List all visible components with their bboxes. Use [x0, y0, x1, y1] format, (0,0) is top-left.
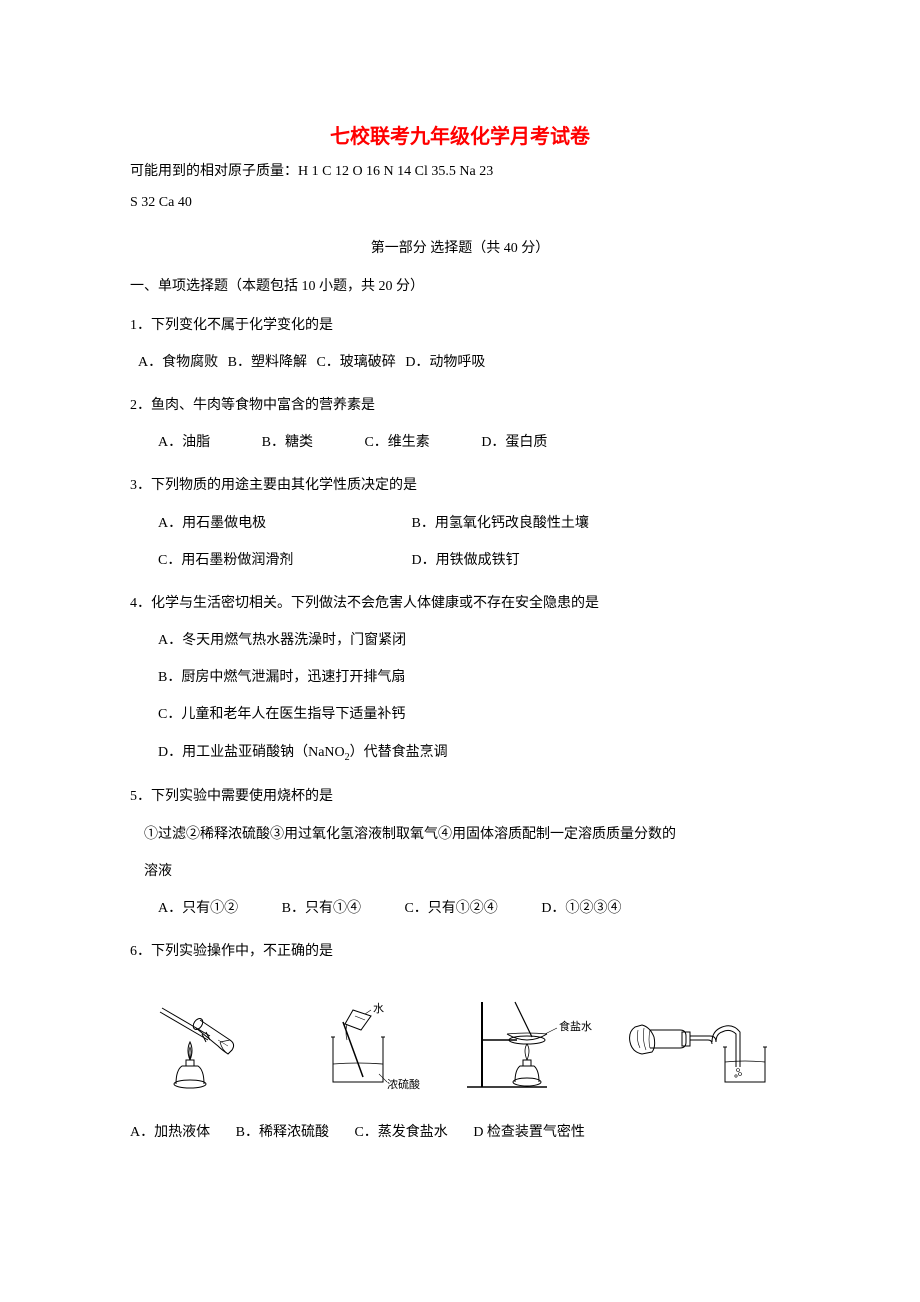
q6-option-d: D 检查装置气密性	[473, 1125, 585, 1140]
question-4: 4．化学与生活密切相关。下列做法不会危害人体健康或不存在安全隐患的是 A．冬天用…	[130, 591, 790, 767]
q6-option-c: C．蒸发食盐水	[354, 1125, 447, 1140]
q3-option-b: B．用氢氧化钙改良酸性土壤	[412, 516, 589, 531]
q5-option-b: B．只有①④	[282, 896, 361, 921]
q5-option-c: C．只有①②④	[404, 896, 497, 921]
section-1-instruction: 一、单项选择题（本题包括 10 小题，共 20 分）	[130, 275, 790, 295]
q1-stem: 1．下列变化不属于化学变化的是	[130, 313, 790, 338]
q6-options: A．加热液体 B．稀释浓硫酸 C．蒸发食盐水 D 检查装置气密性	[130, 1120, 790, 1145]
q4-options: A．冬天用燃气热水器洗澡时，门窗紧闭 B．厨房中燃气泄漏时，迅速打开排气扇 C．…	[130, 628, 790, 766]
q4-option-d: D．用工业盐亚硝酸钠（NaNO2）代替食盐烹调	[158, 740, 790, 767]
q6-stem: 6．下列实验操作中，不正确的是	[130, 939, 790, 964]
section-1-header: 第一部分 选择题（共 40 分）	[130, 237, 790, 257]
q6-option-b: B．稀释浓硫酸	[236, 1125, 329, 1140]
question-2: 2．鱼肉、牛肉等食物中富含的营养素是 A．油脂 B．糖类 C．维生素 D．蛋白质	[130, 393, 790, 455]
q5-body-line1: ①过滤②稀释浓硫酸③用过氧化氢溶液制取氧气④用固体溶质配制一定溶质质量分数的	[130, 822, 790, 847]
q5-option-a: A．只有①②	[158, 896, 238, 921]
q3-stem: 3．下列物质的用途主要由其化学性质决定的是	[130, 473, 790, 498]
q5-body-line2: 溶液	[130, 859, 790, 884]
q3-option-a: A．用石墨做电极	[158, 511, 408, 536]
q4-option-b: B．厨房中燃气泄漏时，迅速打开排气扇	[158, 665, 790, 690]
label-water: 水	[373, 1002, 384, 1015]
q2-stem: 2．鱼肉、牛肉等食物中富含的营养素是	[130, 393, 790, 418]
label-sulfuric-acid: 浓硫酸	[387, 1077, 420, 1091]
atomic-mass-block: 可能用到的相对原子质量：H 1 C 12 O 16 N 14 Cl 35.5 N…	[130, 157, 790, 219]
atomic-mass-line-1: 可能用到的相对原子质量：H 1 C 12 O 16 N 14 Cl 35.5 N…	[130, 157, 790, 188]
q6-option-a: A．加热液体	[130, 1125, 210, 1140]
diagram-c-evaporate: 食盐水	[447, 982, 607, 1101]
q1-option-b: B．塑料降解	[228, 355, 307, 370]
diagram-d-airtightness	[620, 992, 780, 1101]
q1-options: A．食物腐败 B．塑料降解 C．玻璃破碎 D．动物呼吸	[130, 350, 790, 375]
q3-option-d: D．用铁做成铁钉	[412, 553, 520, 568]
diagram-a-heating-liquid	[140, 992, 270, 1101]
q2-option-a: A．油脂	[158, 430, 210, 455]
q1-option-c: C．玻璃破碎	[316, 355, 395, 370]
q3-option-c: C．用石墨粉做润滑剂	[158, 548, 408, 573]
q5-option-d: D．①②③④	[541, 896, 621, 921]
q4-stem: 4．化学与生活密切相关。下列做法不会危害人体健康或不存在安全隐患的是	[130, 591, 790, 616]
q2-options: A．油脂 B．糖类 C．维生素 D．蛋白质	[130, 430, 790, 455]
diagram-b-dilute-acid: 水 浓硫酸	[283, 992, 433, 1101]
q4-option-a: A．冬天用燃气热水器洗澡时，门窗紧闭	[158, 628, 790, 653]
q1-option-a: A．食物腐败	[138, 355, 218, 370]
atomic-mass-line-2: S 32 Ca 40	[130, 188, 790, 219]
question-1: 1．下列变化不属于化学变化的是 A．食物腐败 B．塑料降解 C．玻璃破碎 D．动…	[130, 313, 790, 375]
question-6: 6．下列实验操作中，不正确的是	[130, 939, 790, 1145]
q2-option-c: C．维生素	[364, 430, 429, 455]
q2-option-b: B．糖类	[262, 430, 313, 455]
q1-option-d: D．动物呼吸	[405, 355, 485, 370]
q5-stem: 5．下列实验中需要使用烧杯的是	[130, 784, 790, 809]
q3-options: A．用石墨做电极 B．用氢氧化钙改良酸性土壤 C．用石墨粉做润滑剂 D．用铁做成…	[130, 511, 790, 573]
exam-title: 七校联考九年级化学月考试卷	[130, 120, 790, 149]
question-3: 3．下列物质的用途主要由其化学性质决定的是 A．用石墨做电极 B．用氢氧化钙改良…	[130, 473, 790, 573]
q4-option-c: C．儿童和老年人在医生指导下适量补钙	[158, 702, 790, 727]
question-5: 5．下列实验中需要使用烧杯的是 ①过滤②稀释浓硫酸③用过氧化氢溶液制取氧气④用固…	[130, 784, 790, 921]
q6-diagrams: 水 浓硫酸	[130, 982, 790, 1101]
label-salt-water: 食盐水	[559, 1019, 592, 1033]
q5-options: A．只有①② B．只有①④ C．只有①②④ D．①②③④	[130, 896, 790, 921]
q2-option-d: D．蛋白质	[481, 430, 547, 455]
